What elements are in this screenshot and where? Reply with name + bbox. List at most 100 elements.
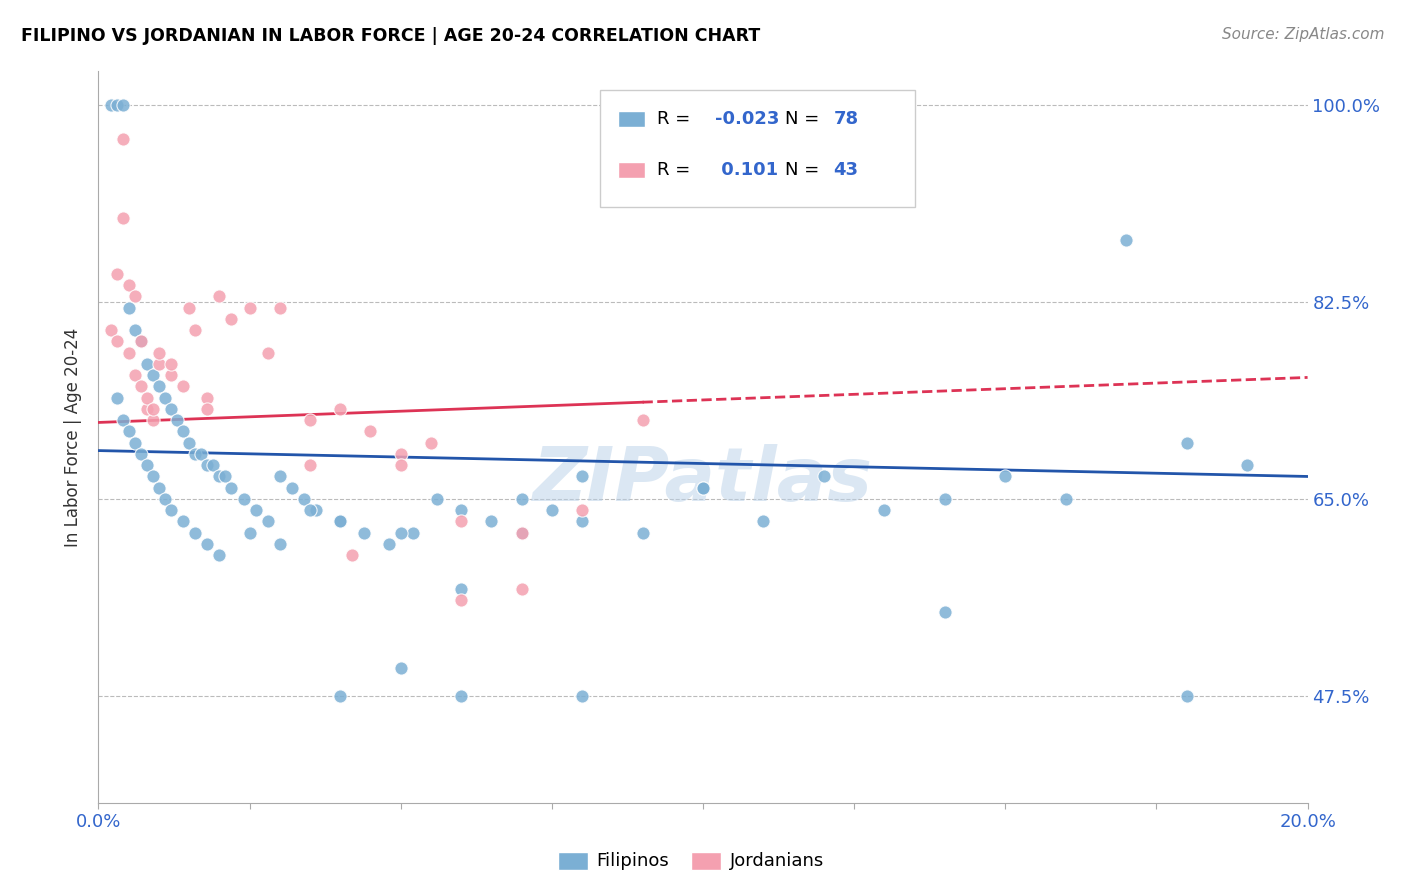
Point [1115, 233, 1137, 247]
Point [118, 345, 141, 359]
Point [118, 425, 141, 439]
Point [142, 368, 165, 383]
Point [571, 689, 593, 703]
Point [105, 267, 128, 281]
Point [377, 537, 399, 551]
Point [148, 345, 170, 359]
Point [245, 503, 267, 517]
Point [934, 491, 956, 506]
Point [232, 491, 254, 506]
Point [105, 98, 128, 112]
Point [195, 401, 218, 416]
Point [172, 379, 194, 393]
Point [111, 132, 134, 146]
Point [994, 469, 1017, 483]
Text: Jordanians: Jordanians [730, 853, 824, 871]
Point [195, 458, 218, 473]
Text: 78: 78 [834, 110, 859, 128]
Text: Source: ZipAtlas.com: Source: ZipAtlas.com [1222, 27, 1385, 42]
Point [540, 503, 562, 517]
Point [239, 525, 262, 540]
FancyBboxPatch shape [558, 852, 588, 870]
Point [426, 491, 449, 506]
Point [160, 401, 183, 416]
Point [208, 548, 231, 562]
Point [402, 525, 425, 540]
Point [305, 503, 328, 517]
Point [221, 312, 243, 326]
Point [160, 368, 183, 383]
Point [184, 447, 207, 461]
Point [148, 357, 170, 371]
Point [389, 525, 412, 540]
Point [481, 515, 503, 529]
Point [208, 289, 231, 303]
Point [172, 515, 194, 529]
Point [100, 98, 122, 112]
Point [135, 391, 157, 405]
Text: 0.101: 0.101 [716, 161, 778, 179]
Point [135, 458, 157, 473]
Point [172, 425, 194, 439]
Point [153, 391, 176, 405]
Point [256, 515, 278, 529]
Text: R =: R = [657, 161, 696, 179]
Point [299, 503, 322, 517]
Point [202, 458, 225, 473]
Point [1175, 435, 1198, 450]
Text: ZIPatlas: ZIPatlas [533, 444, 873, 517]
Point [148, 379, 170, 393]
Point [256, 345, 278, 359]
Point [195, 537, 218, 551]
Point [184, 525, 207, 540]
Point [239, 301, 262, 315]
Point [342, 548, 364, 562]
Point [389, 458, 412, 473]
Point [281, 481, 304, 495]
Point [100, 323, 122, 337]
Point [135, 401, 157, 416]
Point [179, 435, 201, 450]
Point [129, 379, 152, 393]
Text: Filipinos: Filipinos [596, 853, 669, 871]
Point [329, 689, 352, 703]
Point [105, 391, 128, 405]
Point [813, 469, 835, 483]
Point [1054, 491, 1077, 506]
Point [124, 368, 146, 383]
Point [329, 401, 352, 416]
Point [142, 469, 165, 483]
Point [450, 593, 472, 607]
Point [389, 661, 412, 675]
Point [450, 689, 472, 703]
Text: -0.023: -0.023 [716, 110, 779, 128]
Point [142, 401, 165, 416]
FancyBboxPatch shape [619, 162, 645, 178]
Point [135, 357, 157, 371]
Text: FILIPINO VS JORDANIAN IN LABOR FORCE | AGE 20-24 CORRELATION CHART: FILIPINO VS JORDANIAN IN LABOR FORCE | A… [21, 27, 761, 45]
Point [208, 469, 231, 483]
Point [269, 537, 291, 551]
Point [124, 289, 146, 303]
Point [111, 98, 134, 112]
Point [571, 503, 593, 517]
Text: N =: N = [785, 110, 825, 128]
Point [873, 503, 896, 517]
Text: 43: 43 [834, 161, 859, 179]
FancyBboxPatch shape [690, 852, 721, 870]
Point [129, 334, 152, 349]
Text: N =: N = [785, 161, 825, 179]
Point [389, 447, 412, 461]
Point [190, 447, 212, 461]
Point [160, 503, 183, 517]
Point [214, 469, 236, 483]
Point [631, 525, 654, 540]
Point [179, 301, 201, 315]
FancyBboxPatch shape [619, 111, 645, 127]
Point [934, 605, 956, 619]
Point [510, 582, 533, 596]
Point [124, 435, 146, 450]
Point [329, 515, 352, 529]
Text: R =: R = [657, 110, 696, 128]
FancyBboxPatch shape [600, 90, 915, 207]
